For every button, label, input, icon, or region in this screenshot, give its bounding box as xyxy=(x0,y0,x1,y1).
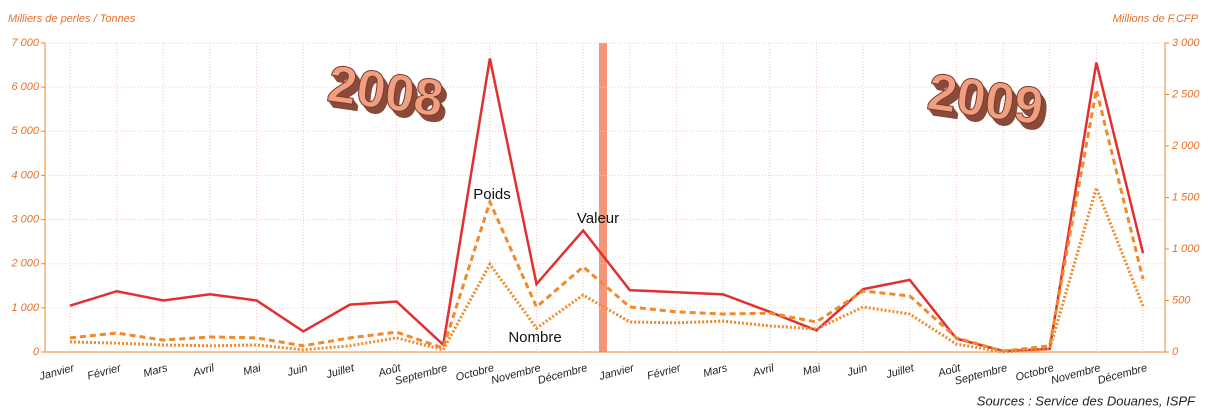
x-tick-label: Juin xyxy=(285,362,309,379)
y-tick-label: 2 000 xyxy=(10,258,39,270)
x-tick-label: Décembre xyxy=(1096,362,1148,387)
y2-tick-label: 1 000 xyxy=(1172,243,1200,255)
y-tick-label: 0 xyxy=(33,346,40,358)
x-tick-label: Février xyxy=(646,362,683,383)
y2-tick-label: 1 500 xyxy=(1172,191,1200,203)
x-tick-label: Mars xyxy=(142,362,169,380)
year-divider xyxy=(599,43,607,352)
x-tick-label: Février xyxy=(86,362,123,383)
series-label: Nombre xyxy=(508,329,561,346)
x-tick-label: Juin xyxy=(845,362,869,379)
series-line xyxy=(69,89,1145,353)
x-tick-label: Avril xyxy=(751,362,776,379)
y2-tick-label: 2 000 xyxy=(1171,140,1200,152)
x-tick-label: Mars xyxy=(702,362,729,380)
y2-tick-label: 500 xyxy=(1172,294,1191,306)
y-tick-label: 3 000 xyxy=(11,213,39,225)
x-tick-label: Novembre xyxy=(490,362,542,387)
y-axis-label: Milliers de perles / Tonnes xyxy=(8,13,136,25)
x-tick-label: Mai xyxy=(802,362,823,378)
y-tick-label: 1 000 xyxy=(11,302,39,314)
x-tick-label: Juillet xyxy=(884,362,916,381)
x-tick-label: Novembre xyxy=(1050,362,1102,387)
x-tick-label: Septembre xyxy=(953,362,1008,388)
y-tick-label: 4 000 xyxy=(11,169,39,181)
series-label: Valeur xyxy=(577,210,619,227)
x-tick-label: Mai xyxy=(242,362,263,378)
y-tick-label: 6 000 xyxy=(11,81,39,93)
x-tick-label: Avril xyxy=(191,362,216,379)
x-tick-label: Juillet xyxy=(324,362,356,381)
x-tick-label: Janvier xyxy=(597,362,637,383)
y-tick-label: 5 000 xyxy=(11,125,39,137)
y2-tick-label: 2 500 xyxy=(1171,88,1200,100)
y-tick-label: 7 000 xyxy=(11,37,39,49)
x-tick-label: Janvier xyxy=(37,362,77,383)
y2-tick-label: 3 000 xyxy=(1172,37,1200,49)
x-tick-label: Octobre xyxy=(454,362,495,384)
series-line xyxy=(69,183,1145,354)
y2-tick-label: 0 xyxy=(1172,346,1179,358)
source: Sources : Service des Douanes, ISPF xyxy=(977,393,1196,408)
y2-axis-label: Millions de F.CFP xyxy=(1113,13,1199,25)
x-tick-label: Septembre xyxy=(394,362,449,388)
x-tick-label: Octobre xyxy=(1014,362,1055,384)
series-label: Poids xyxy=(473,186,511,203)
x-tick-label: Décembre xyxy=(537,362,589,387)
